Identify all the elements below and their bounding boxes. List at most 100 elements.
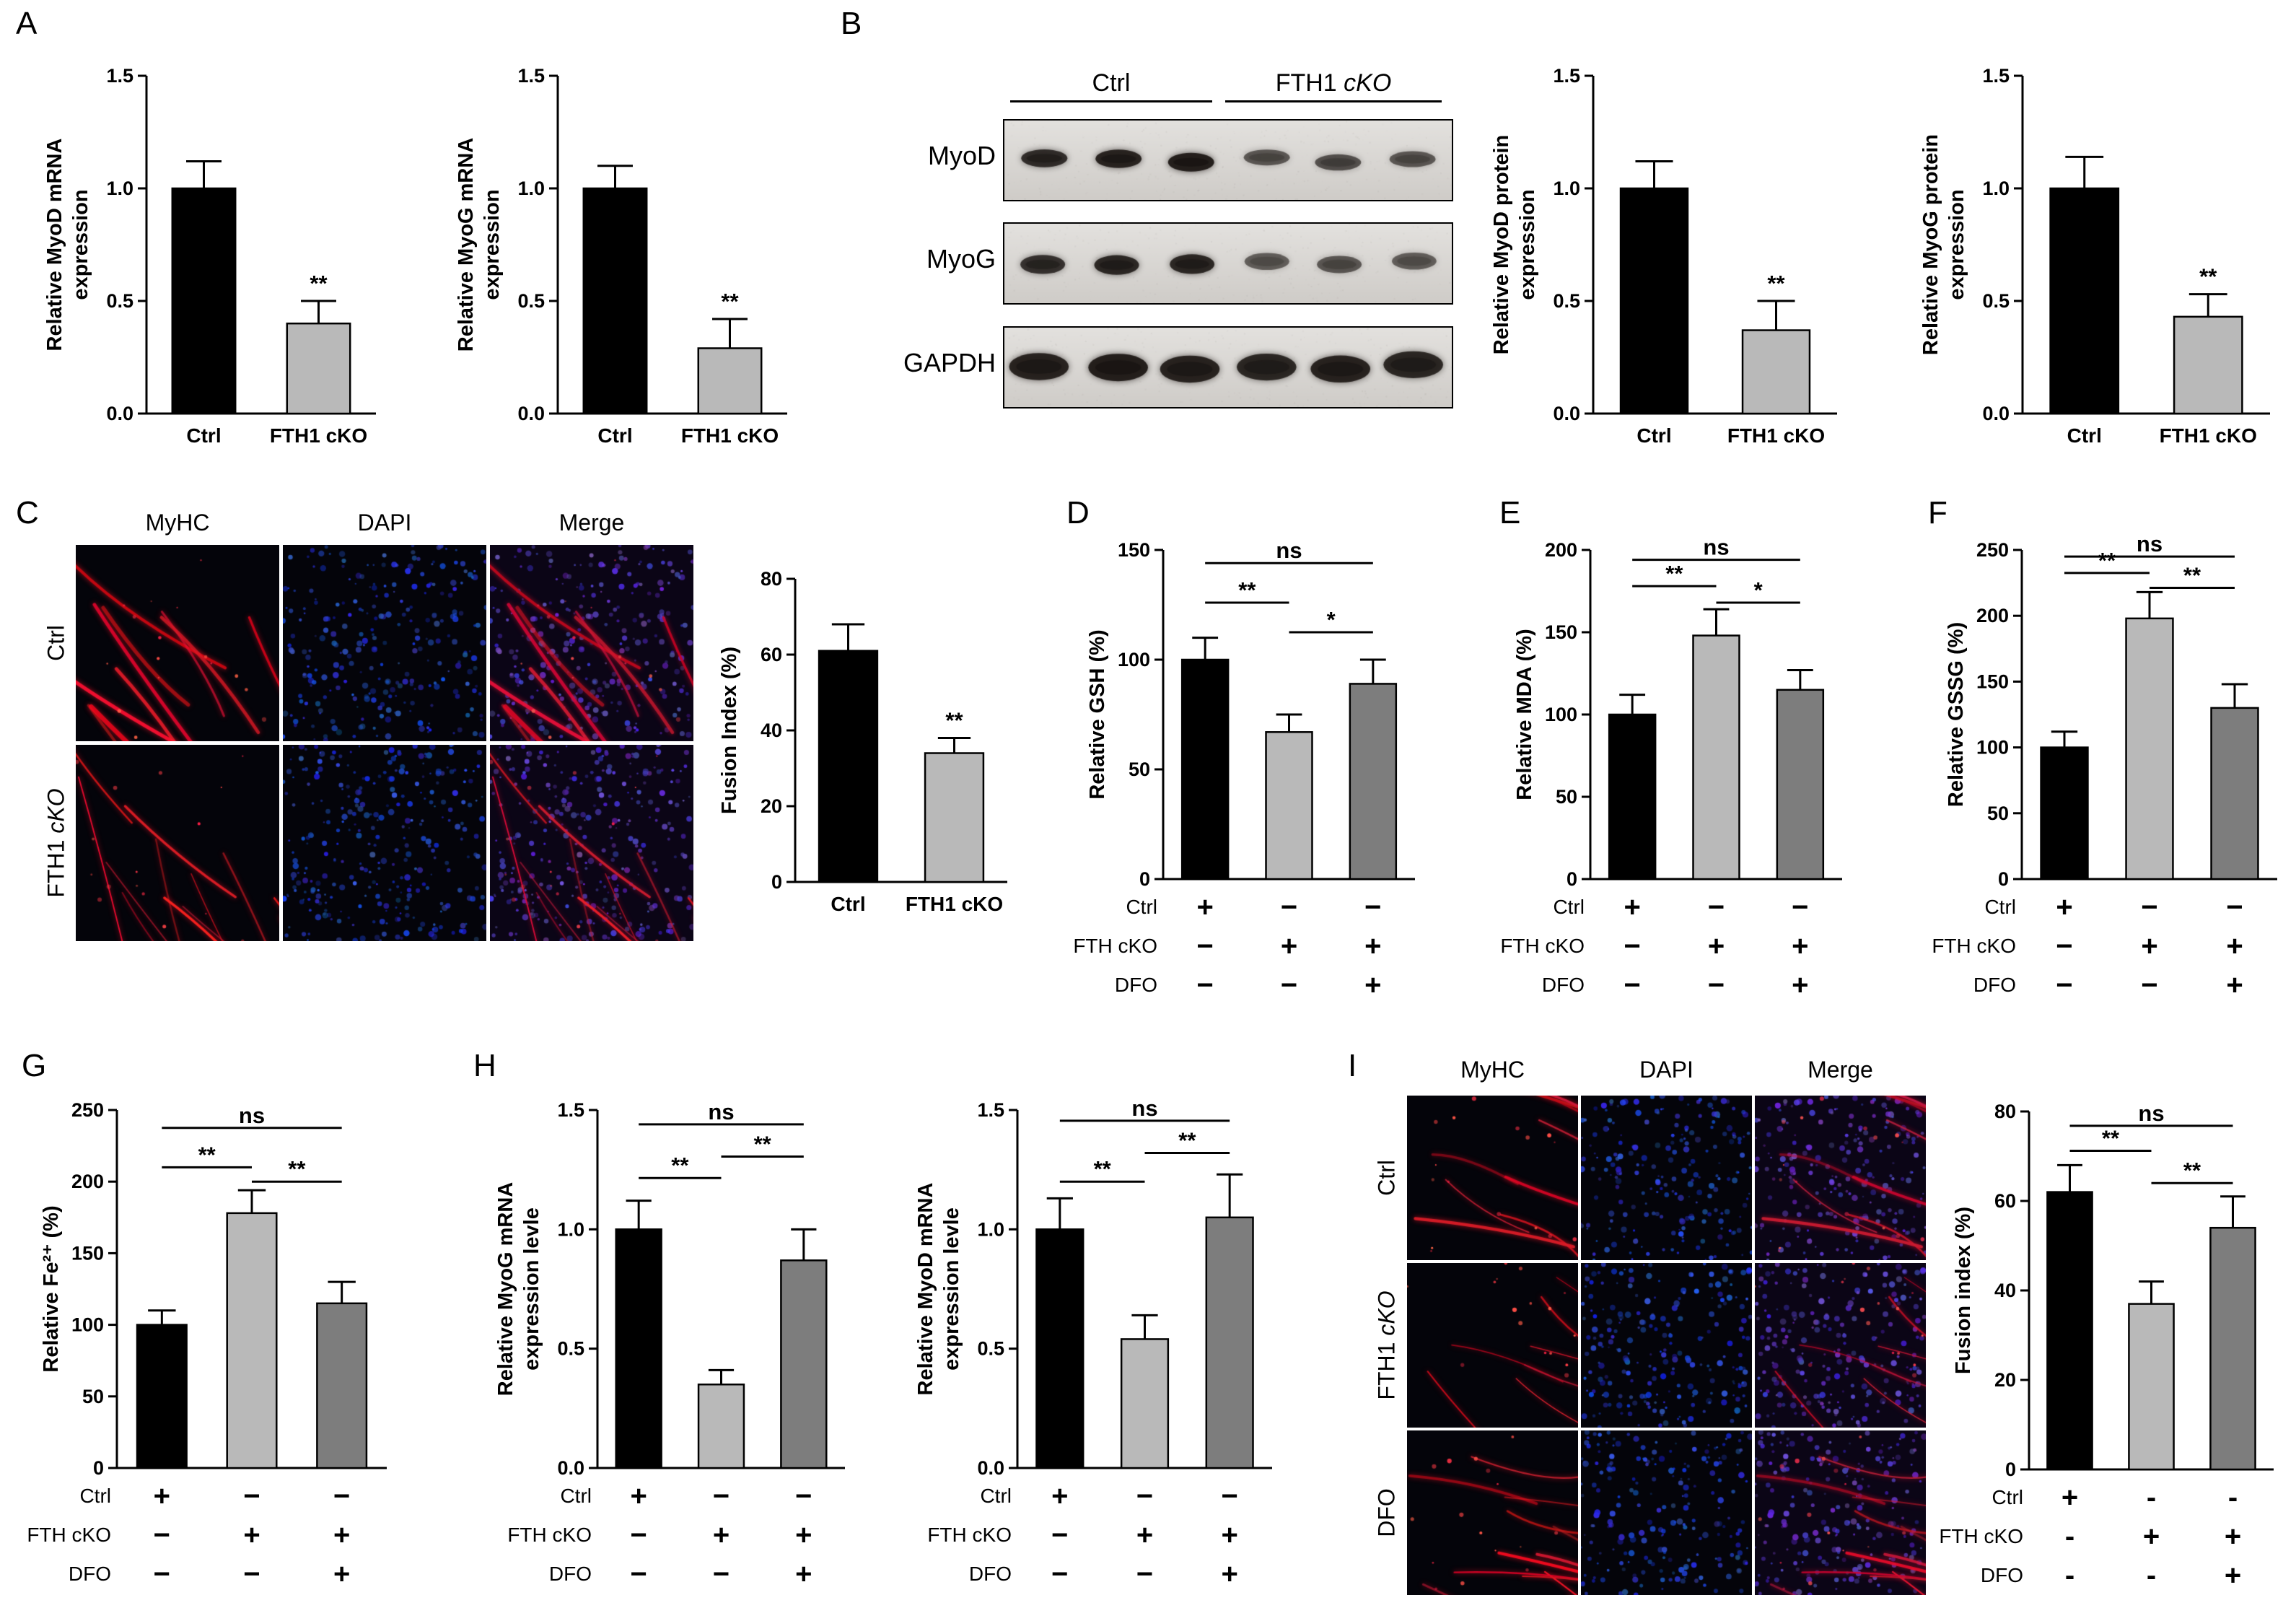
svg-text:−: − bbox=[1708, 969, 1725, 1001]
svg-text:150: 150 bbox=[1976, 670, 2009, 692]
micro-c-header-dapi: DAPI bbox=[357, 510, 412, 536]
chart-relative-myog-protein: 0.0 0.5 1.0 1.5 Relative MyoG protein express… bbox=[1919, 65, 2270, 447]
svg-text:200: 200 bbox=[1545, 539, 1577, 561]
svg-text:100: 100 bbox=[71, 1314, 104, 1336]
svg-text:**: ** bbox=[2102, 1126, 2120, 1151]
svg-text:−: − bbox=[1051, 1519, 1068, 1551]
micro-c-cko-dapi-image bbox=[283, 745, 486, 941]
svg-text:**: ** bbox=[1238, 577, 1256, 603]
svg-text:expression: expression bbox=[1945, 189, 1968, 300]
micro-i-dfo-dapi-image bbox=[1581, 1430, 1752, 1595]
svg-text:0: 0 bbox=[1998, 868, 2009, 890]
svg-text:−: − bbox=[243, 1480, 260, 1512]
svg-text:100: 100 bbox=[1976, 737, 2009, 759]
svg-text:Relative MyoG mRNA: Relative MyoG mRNA bbox=[455, 138, 478, 352]
svg-text:Ctrl: Ctrl bbox=[1636, 424, 1671, 447]
svg-text:−: − bbox=[2226, 891, 2243, 923]
svg-text:80: 80 bbox=[1994, 1101, 2016, 1122]
svg-text:+: + bbox=[2226, 969, 2243, 1001]
blot-row-label-gapdh: GAPDH bbox=[903, 348, 996, 377]
svg-text:1.0: 1.0 bbox=[106, 178, 133, 199]
micro-i-dfo-text: DFO bbox=[1373, 1488, 1400, 1537]
svg-text:+: + bbox=[1792, 930, 1808, 962]
svg-text:0.5: 0.5 bbox=[977, 1338, 1004, 1360]
svg-text:−: − bbox=[713, 1480, 729, 1512]
svg-text:+: + bbox=[1136, 1519, 1153, 1551]
micro-i-cko-dapi-image bbox=[1581, 1263, 1752, 1428]
svg-text:50: 50 bbox=[1556, 786, 1577, 808]
svg-text:0: 0 bbox=[771, 871, 782, 893]
svg-text:40: 40 bbox=[1994, 1280, 2016, 1301]
svg-text:0: 0 bbox=[93, 1457, 104, 1479]
chart-relative-myod-protein: 0.0 0.5 1.0 1.5 Relative MyoD protein express… bbox=[1490, 65, 1837, 447]
micro-c-ctrl-merge-image bbox=[490, 545, 693, 741]
blot-gapdh-image bbox=[1003, 326, 1453, 408]
svg-text:40: 40 bbox=[761, 720, 782, 741]
svg-text:150: 150 bbox=[1118, 539, 1150, 561]
svg-text:+: + bbox=[333, 1519, 350, 1551]
svg-text:DFO: DFO bbox=[1973, 974, 2016, 996]
blot-myod-image bbox=[1003, 119, 1453, 201]
svg-text:+: + bbox=[1364, 930, 1381, 962]
micro-c-ctrl-myhc-image bbox=[76, 545, 279, 741]
svg-text:FTH cKO: FTH cKO bbox=[1500, 935, 1585, 957]
svg-text:+: + bbox=[243, 1519, 260, 1551]
svg-text:150: 150 bbox=[1545, 621, 1577, 643]
micro-i-ctrl-dapi-image bbox=[1581, 1096, 1752, 1260]
svg-text:−: − bbox=[1364, 891, 1381, 923]
chart-fusion-index-c: 0 20 40 60 80 Fusion Index (%) Ctrl FTH1 cKO ** bbox=[718, 568, 1007, 915]
micro-c-cko-italic: cKO bbox=[43, 788, 69, 834]
svg-text:+: + bbox=[2061, 1482, 2078, 1513]
svg-text:0.0: 0.0 bbox=[517, 403, 545, 424]
chart-relative-mda: 0 50 100 150 200 Relative MDA (%) Ctrl + − − FTH c… bbox=[1500, 535, 1842, 1001]
svg-text:0.0: 0.0 bbox=[977, 1457, 1004, 1479]
svg-text:0: 0 bbox=[1139, 868, 1150, 890]
svg-text:50: 50 bbox=[1987, 803, 2009, 824]
svg-text:−: − bbox=[1196, 969, 1213, 1001]
svg-text:FTH1 cKO: FTH1 cKO bbox=[906, 893, 1003, 915]
svg-text:50: 50 bbox=[1129, 759, 1150, 780]
panel-g-letter: G bbox=[22, 1048, 47, 1083]
panel-e-letter: E bbox=[1499, 495, 1521, 530]
svg-text:**: ** bbox=[2199, 264, 2217, 289]
panel-d-letter: D bbox=[1066, 495, 1090, 530]
svg-text:+: + bbox=[1364, 969, 1381, 1001]
svg-text:Ctrl: Ctrl bbox=[560, 1485, 592, 1507]
micro-c-ctrl-dapi-image bbox=[283, 545, 486, 741]
blot-header-cko-italic: cKO bbox=[1344, 69, 1392, 97]
svg-text:FTH cKO: FTH cKO bbox=[1073, 935, 1157, 957]
svg-text:*: * bbox=[1327, 607, 1336, 632]
blot-header-ctrl-text: Ctrl bbox=[1092, 69, 1131, 97]
micro-i-ctrl-text: Ctrl bbox=[1373, 1160, 1400, 1196]
blot-row-label-myog: MyoG bbox=[926, 244, 996, 274]
svg-text:200: 200 bbox=[71, 1171, 104, 1192]
svg-text:Relative MyoG mRNA: Relative MyoG mRNA bbox=[494, 1182, 517, 1397]
micro-i-header-myhc: MyHC bbox=[1460, 1057, 1525, 1083]
svg-text:**: ** bbox=[2183, 562, 2201, 587]
svg-text:FTH cKO: FTH cKO bbox=[1932, 935, 2016, 957]
micro-i-cko-myhc-image bbox=[1407, 1263, 1578, 1428]
svg-text:0: 0 bbox=[2005, 1459, 2016, 1480]
svg-text:Relative GSSG (%): Relative GSSG (%) bbox=[1945, 622, 1968, 807]
svg-text:100: 100 bbox=[1545, 704, 1577, 725]
micro-c-ctrl-text: Ctrl bbox=[43, 625, 69, 661]
svg-text:**: ** bbox=[945, 708, 963, 733]
svg-text:150: 150 bbox=[71, 1242, 104, 1264]
micro-c-row-label-ctrl: Ctrl bbox=[43, 625, 70, 661]
svg-text:+: + bbox=[1221, 1519, 1237, 1551]
svg-text:1.5: 1.5 bbox=[977, 1099, 1004, 1121]
svg-text:0.5: 0.5 bbox=[1553, 290, 1580, 312]
svg-text:Ctrl: Ctrl bbox=[1984, 896, 2016, 918]
svg-text:1.5: 1.5 bbox=[517, 65, 545, 87]
svg-text:Relative MyoG protein: Relative MyoG protein bbox=[1919, 134, 1942, 355]
svg-text:−: − bbox=[630, 1558, 647, 1590]
svg-text:+: + bbox=[1196, 891, 1213, 923]
svg-text:+: + bbox=[795, 1519, 812, 1551]
chart-relative-myod-mrna-rescue: 0.0 0.5 1.0 1.5 Relative MyoD mRNA expression… bbox=[914, 1096, 1272, 1590]
svg-text:0.5: 0.5 bbox=[557, 1338, 584, 1360]
svg-text:−: − bbox=[1281, 891, 1297, 923]
chart-fusion-index-i: 0 20 40 60 80 Fusion index (%) Ctrl + - - FTH cKO -… bbox=[1939, 1101, 2274, 1591]
svg-text:−: − bbox=[1624, 930, 1640, 962]
blot-header-cko-text: FTH1 bbox=[1275, 69, 1344, 97]
svg-text:−: − bbox=[1051, 1558, 1068, 1590]
